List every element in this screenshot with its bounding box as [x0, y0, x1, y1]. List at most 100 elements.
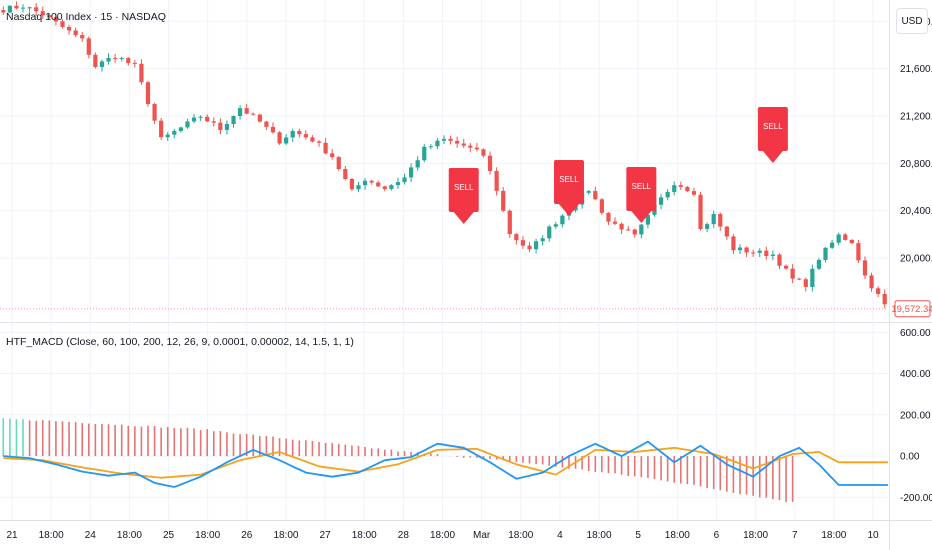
candle-body: [593, 191, 598, 200]
candle-body: [494, 171, 499, 191]
candle-body: [152, 104, 157, 121]
candle-body: [560, 215, 565, 225]
time-tick-label: Mar: [473, 530, 491, 541]
currency-button[interactable]: USD: [896, 8, 928, 34]
candle-body: [645, 214, 651, 225]
time-tick-label: 28: [398, 530, 410, 541]
candle-body: [487, 155, 493, 172]
candle-body: [20, 7, 26, 9]
candle-body: [7, 5, 12, 13]
candle-body: [185, 121, 190, 128]
time-tick-label: 18:00: [743, 530, 768, 541]
candle-body: [27, 7, 32, 9]
candle-body: [297, 131, 302, 135]
last-price-label: 19,572.34: [891, 304, 932, 315]
candle-body: [382, 186, 387, 190]
candle-body: [244, 108, 249, 114]
candle-body: [619, 223, 624, 230]
price-tick-label: 20,400.00: [900, 206, 932, 217]
candle-body: [428, 146, 433, 148]
price-tick-label: 21,600.00: [900, 64, 932, 75]
candle-body: [862, 260, 868, 276]
candle-body: [586, 191, 591, 193]
candle-body: [402, 177, 407, 183]
candle-body: [514, 234, 519, 241]
candle-body: [836, 234, 841, 243]
price-tick-label: 21,200.00: [900, 112, 932, 123]
price-tick-label: 20,800.00: [900, 159, 932, 170]
candle-body: [731, 236, 736, 251]
time-tick-label: 4: [557, 530, 563, 541]
candle-body: [698, 194, 703, 229]
time-tick-label: 18:00: [587, 530, 612, 541]
candlestick-series: [1, 1, 887, 309]
candle-body: [251, 113, 256, 115]
signal-line: [3, 446, 888, 479]
candle-body: [60, 21, 65, 27]
indicator-tick-label: 200.00: [900, 410, 931, 421]
price-tick-label: 20,000.00: [900, 254, 932, 265]
candle-body: [797, 278, 802, 280]
time-tick-label: 24: [85, 530, 97, 541]
sell-signal-pointer: [558, 204, 579, 216]
candle-body: [770, 254, 775, 256]
candle-body: [284, 137, 289, 144]
candle-body: [257, 114, 262, 122]
time-tick-label: 18:00: [352, 530, 377, 541]
candle-body: [553, 224, 558, 227]
candle-body: [691, 191, 697, 195]
candle-body: [810, 268, 815, 287]
candle-body: [303, 134, 308, 138]
candle-body: [448, 138, 453, 141]
candle-body: [159, 120, 164, 138]
candle-body: [764, 250, 769, 256]
candle-body: [409, 167, 414, 178]
candle-body: [501, 190, 506, 211]
candle-body: [658, 197, 664, 205]
sell-signal-marker: SELL: [626, 167, 657, 223]
candle-body: [816, 259, 822, 269]
time-tick-label: 6: [714, 530, 720, 541]
candle-body: [639, 224, 644, 235]
candle-body: [705, 224, 710, 229]
candle-body: [395, 182, 401, 186]
candle-body: [790, 268, 795, 279]
candle-body: [856, 243, 861, 261]
candle-body: [369, 180, 374, 183]
candle-body: [468, 145, 473, 148]
candle-body: [132, 62, 137, 64]
candle-body: [231, 116, 236, 124]
sell-signal-label: SELL: [559, 175, 579, 184]
sell-signals: SELL SELL SELL SELL: [448, 107, 788, 224]
candle-body: [264, 121, 269, 127]
candle-body: [711, 214, 716, 225]
candle-body: [606, 212, 611, 222]
sell-signal-marker: SELL: [757, 107, 788, 163]
time-tick-label: 10: [867, 530, 879, 541]
candle-body: [876, 288, 881, 294]
candle-body: [330, 153, 335, 158]
candle-body: [106, 58, 111, 62]
candle-body: [113, 58, 118, 60]
candle-body: [224, 123, 230, 131]
time-tick-label: 18:00: [508, 530, 533, 541]
candle-body: [277, 132, 282, 144]
candle-body: [783, 265, 789, 269]
indicator-tick-label: -200.00: [900, 493, 932, 504]
candle-body: [1, 10, 6, 13]
macd-histogram: [2, 418, 794, 502]
candle-body: [724, 226, 729, 237]
last-price-box: [894, 300, 931, 318]
candle-body: [323, 142, 328, 154]
candle-body: [66, 26, 72, 31]
time-tick-label: 18:00: [273, 530, 298, 541]
candle-body: [362, 180, 368, 186]
candle-body: [777, 254, 782, 266]
candle-body: [139, 63, 144, 83]
candle-body: [93, 54, 98, 68]
candle-body: [481, 149, 486, 156]
candle-body: [507, 210, 512, 235]
candle-body: [80, 35, 85, 39]
